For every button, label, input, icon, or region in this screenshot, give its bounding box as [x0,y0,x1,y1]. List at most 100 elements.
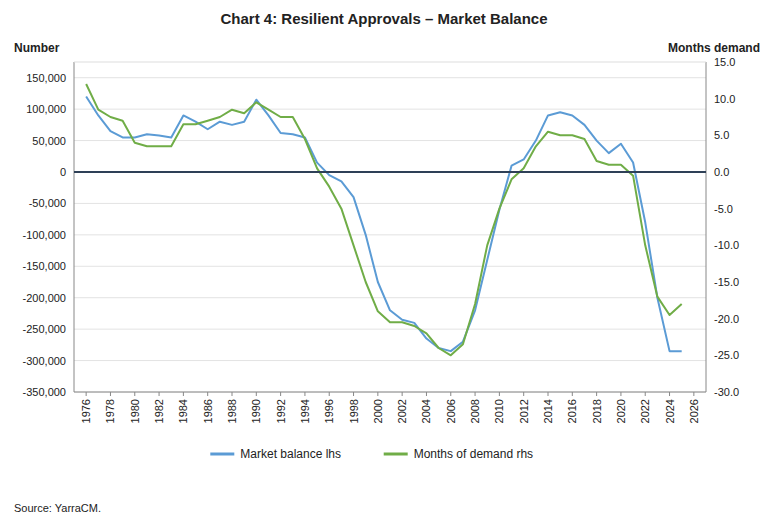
x-tick [183,392,184,396]
x-tick-label: 2002 [396,399,408,423]
x-tick [86,392,87,396]
x-tick-label: 2022 [639,399,651,423]
x-tick-label: 2014 [542,399,554,423]
x-tick [450,392,451,396]
title: Chart 4: Resilient Approvals – Market Ba… [220,10,547,27]
y2-tick-label: -20.0 [714,313,739,325]
x-tick [596,392,597,396]
x-tick [475,392,476,396]
source-note: Source: YarraCM. [14,502,101,514]
x-tick-label: 2012 [518,399,530,423]
x-tick-label: 2020 [615,399,627,423]
x-tick [377,392,378,396]
plot-area [74,84,706,355]
x-tick-label: 2016 [566,399,578,423]
x-tick [280,392,281,396]
y2-tick-label: -10.0 [714,239,739,251]
legend-swatch [210,453,234,456]
x-axis-line [74,392,706,393]
y2-tick-label: 10.0 [714,93,735,105]
x-tick-label: 2024 [664,399,676,423]
y-tick-label: -350,000 [23,386,66,398]
legend-swatch [384,453,408,456]
y2-tick-label: -25.0 [714,349,739,361]
grid [74,78,706,392]
y-tick-label: 100,000 [26,103,66,115]
grid-line [74,203,706,204]
x-tick [669,392,670,396]
y-axis-label: Number [14,41,60,55]
x-tick [207,392,208,396]
x-tick [329,392,330,396]
x-tick-label: 1998 [348,399,360,423]
x-tick-label: 1994 [299,399,311,423]
grid-line [74,109,706,110]
y2-tick-label: 15.0 [714,56,735,68]
x-tick-label: 2018 [591,399,603,423]
series-line [86,84,682,355]
x-tick [548,392,549,396]
y-tick-label: -150,000 [23,260,66,272]
x-tick-label: 1978 [104,399,116,423]
x-tick-label: 2026 [688,399,700,423]
x-tick [232,392,233,396]
legend-label: Months of demand rhs [414,447,533,461]
y-tick-label: -300,000 [23,355,66,367]
y2-tick-label: 5.0 [714,129,729,141]
y-tick-label: 150,000 [26,72,66,84]
grid-line [74,360,706,361]
x-tick-label: 1992 [275,399,287,423]
y-tick-label: -250,000 [23,323,66,335]
x-tick [645,392,646,396]
plot-top-line [74,62,706,63]
grid-line [74,77,706,78]
y2-tick-label: 0.0 [714,166,729,178]
x-tick-label: 1976 [80,399,92,423]
x-tick [353,392,354,396]
y2-axis-line [706,62,707,392]
x-tick-label: 1996 [323,399,335,423]
axes: -350,000-300,000-250,000-200,000-150,000… [23,56,740,423]
y-tick-label: -100,000 [23,229,66,241]
legend-label: Market balance lhs [240,447,341,461]
y-axis-line [74,62,75,392]
y2-tick-label: -5.0 [714,203,733,215]
x-tick-label: 2006 [445,399,457,423]
x-tick [134,392,135,396]
x-tick [693,392,694,396]
x-tick [159,392,160,396]
x-tick-label: 1990 [250,399,262,423]
x-tick [426,392,427,396]
x-tick-label: 2008 [469,399,481,423]
x-tick [620,392,621,396]
y2-axis-label: Months demand [668,41,760,55]
x-tick-label: 1982 [153,399,165,423]
x-tick [499,392,500,396]
y-tick-label: 50,000 [32,135,66,147]
grid-line [74,392,706,393]
x-tick [256,392,257,396]
grid-line [74,140,706,141]
x-tick [402,392,403,396]
grid-line [74,266,706,267]
zero-line [74,171,706,173]
x-tick-label: 1988 [226,399,238,423]
y-tick-label: 0 [60,166,66,178]
x-tick [110,392,111,396]
x-tick-label: 1986 [202,399,214,423]
x-tick [523,392,524,396]
x-tick [572,392,573,396]
chart-container: Chart 4: Resilient Approvals – Market Ba… [0,0,768,524]
x-tick [304,392,305,396]
legend: Market balance lhs Months of demand rhs [210,447,533,461]
x-tick-label: 2000 [372,399,384,423]
x-tick-label: 1984 [177,399,189,423]
y-tick-label: -50,000 [29,197,66,209]
y2-tick-label: -30.0 [714,386,739,398]
grid-line [74,234,706,235]
x-tick-label: 2004 [420,399,432,423]
grid-line [74,329,706,330]
grid-line [74,297,706,298]
x-tick-label: 1980 [129,399,141,423]
series-line [86,97,682,352]
